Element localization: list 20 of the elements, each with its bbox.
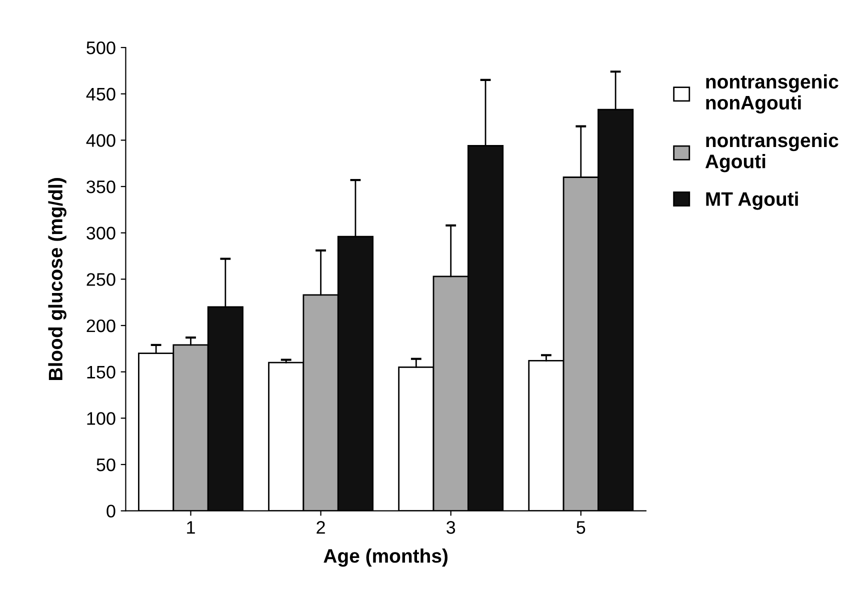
x-tick-label: 1 [187, 521, 195, 534]
x-tick-label: 5 [576, 521, 586, 534]
y-tick-label: 350 [86, 180, 116, 194]
y-tick-label: 250 [86, 273, 116, 286]
y-tick-label: 100 [87, 412, 116, 425]
legend-label: MT Agouti [706, 192, 798, 210]
y-tick-label: 200 [86, 319, 116, 332]
y-tick-label: 50 [96, 458, 116, 472]
y-tick-label: 150 [87, 366, 116, 379]
x-tick-label: 3 [446, 521, 456, 534]
y-axis-title: Blood glucose (mg/dl) [48, 178, 66, 380]
y-tick-label: 0 [106, 504, 116, 518]
legend-label: nontransgenic Agouti [705, 132, 838, 172]
y-tick-label: 500 [86, 41, 116, 54]
y-tick-label: 400 [86, 134, 116, 147]
x-tick-label: 2 [316, 521, 325, 534]
y-tick-label: 450 [86, 88, 116, 101]
legend-label: nontransgenic nonAgouti [706, 74, 838, 114]
x-axis-title: Age (months) [324, 548, 448, 567]
y-tick-label: 300 [86, 226, 116, 240]
